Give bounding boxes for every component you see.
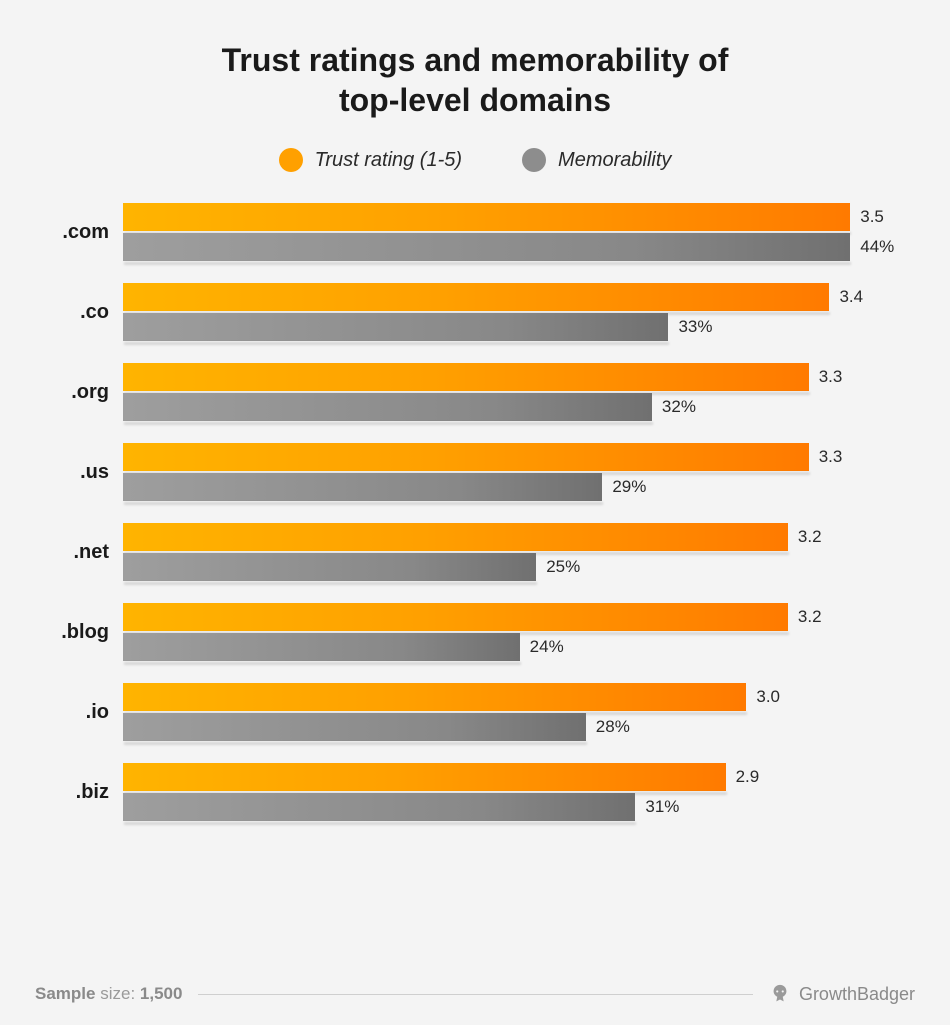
trust-bar [123, 443, 809, 471]
legend-label-trust: Trust rating (1-5) [315, 149, 462, 172]
bar-pair: 3.3 29% [123, 442, 905, 502]
trust-bar [123, 603, 788, 631]
row-label: .com [45, 221, 123, 244]
memo-bar [123, 713, 586, 741]
bar-line-trust: 3.2 [123, 602, 905, 632]
memo-value: 33% [678, 317, 712, 337]
memo-value: 25% [546, 557, 580, 577]
bar-pair: 3.4 33% [123, 282, 905, 342]
chart-row: .net 3.2 25% [45, 522, 905, 582]
bar-pair: 3.2 24% [123, 602, 905, 662]
row-label: .biz [45, 781, 123, 804]
trust-value: 3.3 [819, 447, 843, 467]
row-label: .org [45, 381, 123, 404]
brand-logo: GrowthBadger [769, 983, 915, 1005]
title-line-1: Trust ratings and memorability of [222, 42, 729, 78]
memo-value: 29% [612, 477, 646, 497]
chart-row: .blog 3.2 24% [45, 602, 905, 662]
row-label: .us [45, 461, 123, 484]
bar-pair: 3.5 44% [123, 202, 905, 262]
bar-pair: 3.2 25% [123, 522, 905, 582]
sample-mid: size: [95, 984, 139, 1003]
memo-value: 32% [662, 397, 696, 417]
sample-size: Sample size: 1,500 [35, 984, 182, 1004]
trust-bar [123, 763, 726, 791]
trust-value: 2.9 [736, 767, 760, 787]
badger-icon [769, 983, 791, 1005]
memo-value: 24% [530, 637, 564, 657]
trust-value: 3.3 [819, 367, 843, 387]
memo-bar [123, 473, 602, 501]
chart-row: .org 3.3 32% [45, 362, 905, 422]
bar-line-trust: 3.5 [123, 202, 905, 232]
legend: Trust rating (1-5) Memorability [35, 148, 915, 172]
memo-bar [123, 553, 536, 581]
chart-row: .co 3.4 33% [45, 282, 905, 342]
bar-line-trust: 3.2 [123, 522, 905, 552]
legend-dot-trust [279, 148, 303, 172]
bar-line-trust: 2.9 [123, 762, 905, 792]
memo-value: 31% [645, 797, 679, 817]
legend-item-trust: Trust rating (1-5) [279, 148, 462, 172]
memo-bar [123, 233, 850, 261]
trust-bar [123, 283, 829, 311]
row-label: .blog [45, 621, 123, 644]
memo-bar [123, 793, 635, 821]
row-label: .io [45, 701, 123, 724]
legend-item-memo: Memorability [522, 148, 671, 172]
chart-row: .com 3.5 44% [45, 202, 905, 262]
trust-bar [123, 203, 850, 231]
bar-line-memo: 29% [123, 472, 905, 502]
brand-name: GrowthBadger [799, 984, 915, 1005]
bar-pair: 3.3 32% [123, 362, 905, 422]
chart-footer: Sample size: 1,500 GrowthBadger [35, 983, 915, 1005]
legend-dot-memo [522, 148, 546, 172]
chart-area: .com 3.5 44% .co 3.4 33% .org 3.3 32% .us 3.3 29% .n… [35, 202, 915, 955]
bar-line-memo: 32% [123, 392, 905, 422]
memo-value: 28% [596, 717, 630, 737]
footer-divider [198, 994, 753, 995]
bar-line-trust: 3.3 [123, 442, 905, 472]
chart-row: .us 3.3 29% [45, 442, 905, 502]
trust-value: 3.0 [756, 687, 780, 707]
sample-value: 1,500 [140, 984, 183, 1003]
memo-bar [123, 633, 520, 661]
memo-bar [123, 313, 668, 341]
bar-line-memo: 24% [123, 632, 905, 662]
chart-title: Trust ratings and memorability of top-le… [35, 40, 915, 120]
trust-value: 3.4 [839, 287, 863, 307]
bar-line-memo: 33% [123, 312, 905, 342]
bar-pair: 3.0 28% [123, 682, 905, 742]
sample-prefix: Sample [35, 984, 95, 1003]
row-label: .co [45, 301, 123, 324]
bar-line-trust: 3.0 [123, 682, 905, 712]
bar-line-trust: 3.4 [123, 282, 905, 312]
bar-line-trust: 3.3 [123, 362, 905, 392]
trust-bar [123, 363, 809, 391]
chart-row: .biz 2.9 31% [45, 762, 905, 822]
trust-value: 3.5 [860, 207, 884, 227]
bar-line-memo: 44% [123, 232, 905, 262]
memo-value: 44% [860, 237, 894, 257]
bar-pair: 2.9 31% [123, 762, 905, 822]
trust-bar [123, 523, 788, 551]
row-label: .net [45, 541, 123, 564]
bar-line-memo: 25% [123, 552, 905, 582]
trust-value: 3.2 [798, 527, 822, 547]
legend-label-memo: Memorability [558, 149, 671, 172]
bar-line-memo: 31% [123, 792, 905, 822]
bar-line-memo: 28% [123, 712, 905, 742]
chart-row: .io 3.0 28% [45, 682, 905, 742]
trust-bar [123, 683, 746, 711]
trust-value: 3.2 [798, 607, 822, 627]
memo-bar [123, 393, 652, 421]
title-line-2: top-level domains [339, 82, 611, 118]
